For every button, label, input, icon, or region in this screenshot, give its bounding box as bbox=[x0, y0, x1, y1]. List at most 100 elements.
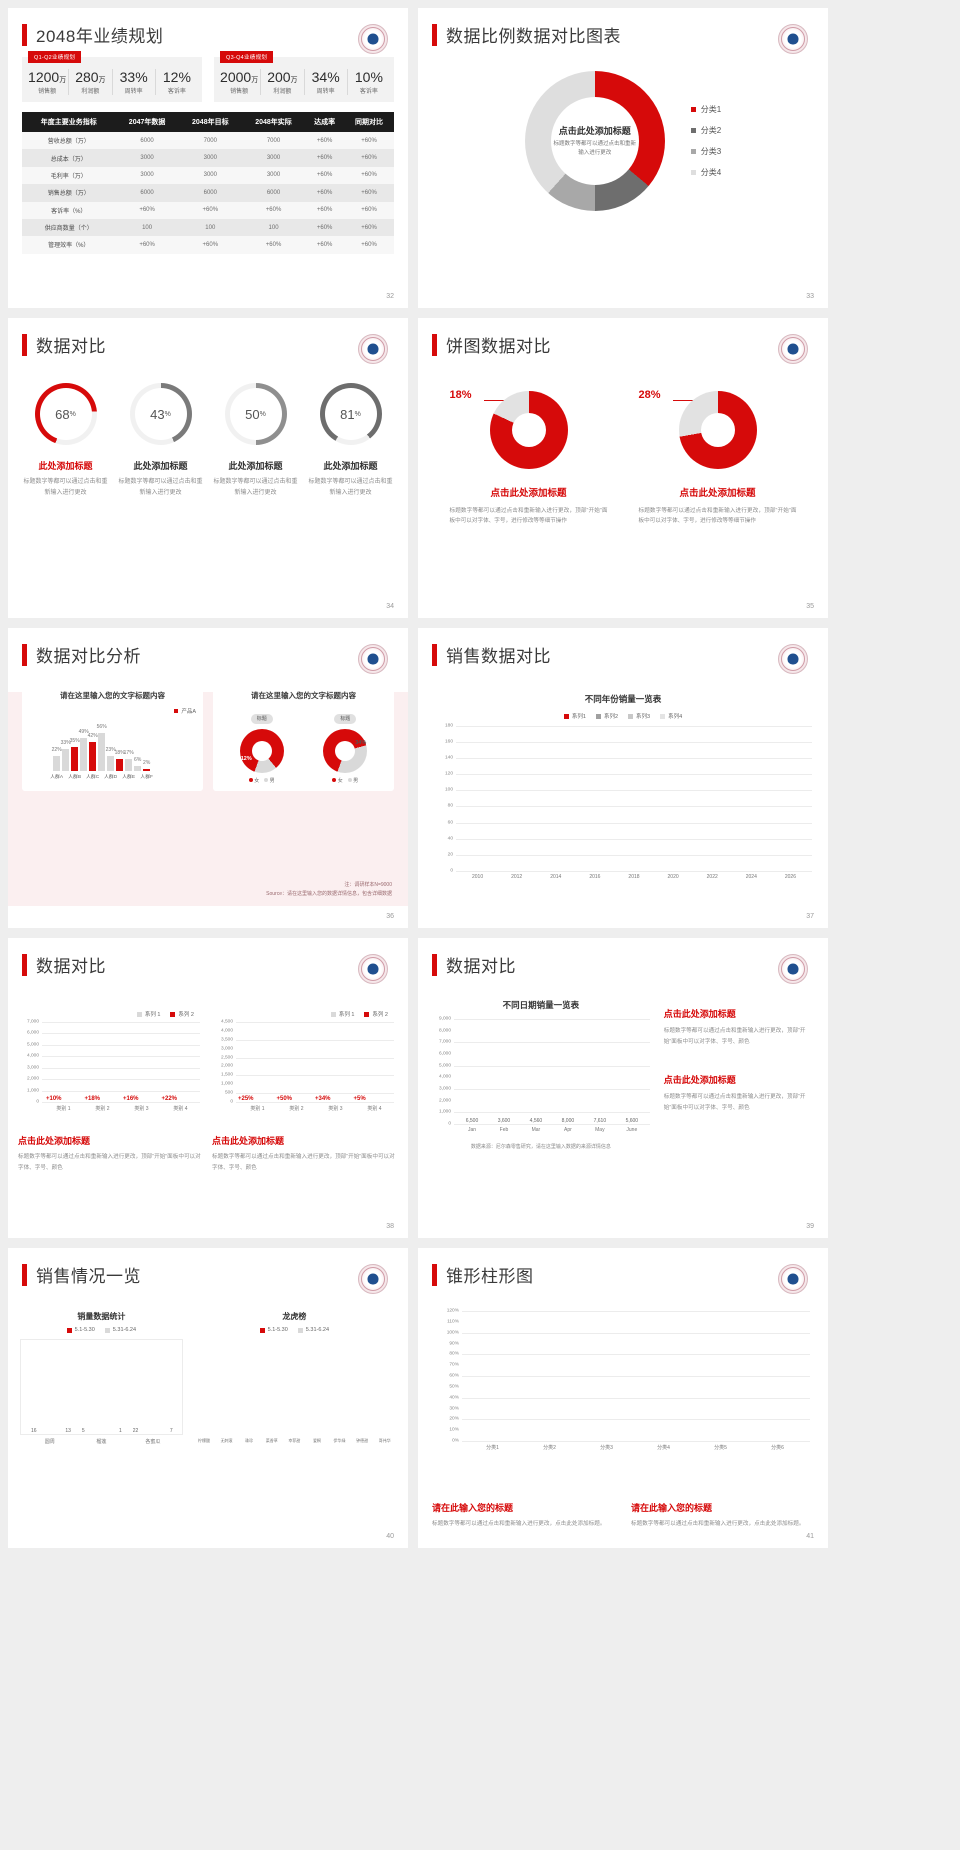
x-label: 2016 bbox=[589, 874, 601, 880]
legend-swatch bbox=[66, 1327, 72, 1333]
x-label: 柠檬酸 bbox=[197, 1438, 210, 1443]
legend-label: 分类4 bbox=[700, 168, 722, 177]
ring-gauge-item: 81% 此处添加标题 标题数字等都可以通过点击和重新输入进行更改 bbox=[307, 383, 395, 498]
source-line-1: 注：调研样本N=9000 bbox=[344, 882, 392, 888]
page-number: 33 bbox=[806, 293, 814, 300]
note-item: 请在此输入您的标题 标题数字等都可以通过点击和重新输入进行更改，点击此处添加标题… bbox=[432, 1501, 615, 1530]
chart-title: 不同日期销量一览表 bbox=[502, 1000, 580, 1010]
y-tick: 60% bbox=[449, 1373, 459, 1379]
y-tick: 500 bbox=[224, 1090, 233, 1096]
title-accent-bar bbox=[22, 953, 27, 976]
delta-label: +18% bbox=[84, 1096, 101, 1102]
y-tick: 1,500 bbox=[220, 1072, 233, 1078]
kpi-group-q3q4: Q3-Q4业绩规划 2000万 销售额 200万 利润额 34% 周转率 10%… bbox=[214, 51, 394, 102]
bar-series-container: +10% +18% +16% +22% bbox=[44, 1022, 198, 1102]
slide-thumbnail-36[interactable]: 数据对比分析 请在这里输入您的文字标题内容 22% 33% 35% 49% 42… bbox=[8, 628, 408, 928]
x-label: 分类1 bbox=[486, 1445, 499, 1451]
data-label: 5,600 bbox=[625, 1118, 639, 1124]
y-tick: 1,000 bbox=[438, 1109, 451, 1115]
y-tick: 3,000 bbox=[438, 1086, 451, 1092]
kpi-label: 销售额 bbox=[230, 89, 249, 95]
gridline bbox=[42, 1044, 200, 1046]
ring-gauge: 81% bbox=[319, 383, 382, 445]
page-title: 饼图数据对比 bbox=[446, 337, 551, 356]
y-tick: 180 bbox=[444, 723, 453, 729]
y-tick: 4,000 bbox=[220, 1028, 233, 1034]
legend-item: 女 bbox=[332, 777, 343, 784]
kpi-value: 10% bbox=[354, 69, 383, 85]
legend-swatch bbox=[170, 1011, 176, 1017]
slide-thumbnail-32[interactable]: 2048年业绩规划 Q1-Q2业绩规划 1200万 销售额 280万 利润额 3… bbox=[8, 8, 408, 308]
title-accent-bar bbox=[432, 333, 437, 356]
kpi-value: 280万 bbox=[75, 69, 106, 85]
data-label: 5 bbox=[81, 1428, 85, 1434]
bar-series-container bbox=[458, 726, 810, 871]
bar-chart-plot: 9,000 8,000 7,000 6,000 5,000 4,000 3,00… bbox=[432, 1017, 650, 1127]
legend-item: 系列3 bbox=[628, 712, 650, 720]
x-label: 分类4 bbox=[657, 1445, 670, 1451]
page-title: 销售情况一览 bbox=[36, 1267, 141, 1286]
data-label: 3,600 bbox=[497, 1118, 511, 1124]
x-label: 圆周 bbox=[44, 1439, 55, 1445]
school-logo-icon bbox=[358, 334, 388, 364]
chart-title: 不同年份销量一览表 bbox=[584, 694, 662, 704]
x-label: 人群B bbox=[68, 775, 82, 780]
y-tick: 110% bbox=[447, 1319, 459, 1325]
legend-label: 产品A bbox=[181, 709, 196, 715]
gridline bbox=[42, 1090, 200, 1092]
ring-title: 此处添加标题 bbox=[38, 461, 93, 471]
ring-gauge-item: 50% 此处添加标题 标题数字等都可以通过点击和重新输入进行更改 bbox=[212, 383, 300, 498]
ring-desc: 标题数字等都可以通过点击和重新输入进行更改 bbox=[118, 479, 203, 496]
col-header: 同期对比 bbox=[344, 112, 394, 132]
legend-item: 系列 1 bbox=[136, 1010, 160, 1018]
x-label: 2024 bbox=[745, 874, 757, 880]
gridline bbox=[462, 1397, 810, 1399]
y-axis: 180 160 140 120 100 80 60 40 20 0 bbox=[434, 723, 456, 874]
callout-desc: 标题数字等都可以通过点击和重新输入进行更改，顶部“开始”面板中可以对字体、字号、… bbox=[212, 1154, 395, 1171]
slide-thumbnail-33[interactable]: 数据比例数据对比图表 点击此处添加标题 标题数字等都可以通过点击和重新输入进行更… bbox=[418, 8, 828, 308]
pie-title: 点击此处添加标题 bbox=[679, 488, 756, 499]
gridline bbox=[456, 774, 812, 776]
slide-thumbnail-35[interactable]: 饼图数据对比 18% 点击此处添加标题 标题数字等都可以通过点击和重新输入进行更… bbox=[418, 318, 828, 618]
y-axis: 9,000 8,000 7,000 6,000 5,000 4,000 3,00… bbox=[432, 1017, 454, 1127]
x-label: 2026 bbox=[784, 874, 796, 880]
x-label: 类别 4 bbox=[367, 1106, 382, 1112]
y-tick: 3,000 bbox=[220, 1046, 233, 1052]
y-tick: 0 bbox=[448, 1121, 451, 1127]
slide-thumbnail-34[interactable]: 数据对比 68% 此处添加标题 标题数字等都可以通过点击和重新输入进行更改 43… bbox=[8, 318, 408, 618]
slide-thumbnail-39[interactable]: 数据对比 不同日期销量一览表 9,000 8,000 7,000 6,000 5… bbox=[418, 938, 828, 1238]
chart-legend: 分类1 分类2 分类3 分类4 bbox=[690, 104, 722, 178]
gridline bbox=[462, 1332, 810, 1334]
y-tick: 5,000 bbox=[438, 1063, 451, 1069]
col-header: 达成率 bbox=[305, 112, 345, 132]
x-label: 分类5 bbox=[714, 1445, 727, 1451]
legend-item: 女 bbox=[248, 777, 259, 784]
bar: 56% bbox=[97, 724, 107, 771]
y-tick: 80 bbox=[447, 803, 453, 809]
slide-deck-grid: 2048年业绩规划 Q1-Q2业绩规划 1200万 销售额 280万 利润额 3… bbox=[0, 0, 960, 1548]
legend-item: 系列 1 bbox=[330, 1010, 354, 1018]
slide-thumbnail-41[interactable]: 锥形柱形图 120% 110% 100% 90% 80% 70% 60% 50%… bbox=[418, 1248, 828, 1548]
mini-bar-chart: 22% 33% 35% 49% 42% 56% 23% 18% 17% 6% 2… bbox=[29, 709, 174, 771]
slide-thumbnail-37[interactable]: 销售数据对比 不同年份销量一览表 系列1 系列2 系列3 系列4 180 160… bbox=[418, 628, 828, 928]
y-tick: 2,500 bbox=[220, 1055, 233, 1061]
ring-value: 50% bbox=[229, 388, 282, 440]
kpi-value: 1200万 bbox=[28, 69, 67, 85]
bar-series-container: 16 13 5 1 22 7 bbox=[25, 1338, 178, 1434]
x-label: 珠珍 bbox=[245, 1438, 254, 1443]
y-tick: 60 bbox=[447, 820, 453, 826]
legend-swatch bbox=[690, 170, 696, 175]
slide-header: 数据对比 bbox=[8, 318, 408, 357]
kpi-label: 利润额 bbox=[81, 89, 100, 95]
x-label: 2022 bbox=[706, 874, 718, 880]
x-label: 爱桐 bbox=[312, 1438, 321, 1443]
school-logo-icon bbox=[358, 954, 388, 984]
x-label: 人群D bbox=[104, 775, 118, 780]
chart-legend: 系列 1 系列 2 bbox=[212, 1010, 388, 1018]
legend-label: 分类2 bbox=[700, 126, 722, 135]
kpi-value: 33% bbox=[119, 69, 148, 85]
slide-thumbnail-38[interactable]: 数据对比 系列 1 系列 2 7,000 6,000 5,000 4,000 3… bbox=[8, 938, 408, 1238]
x-label: 无刺滚 bbox=[220, 1438, 233, 1443]
x-label: 类别 3 bbox=[134, 1106, 149, 1112]
